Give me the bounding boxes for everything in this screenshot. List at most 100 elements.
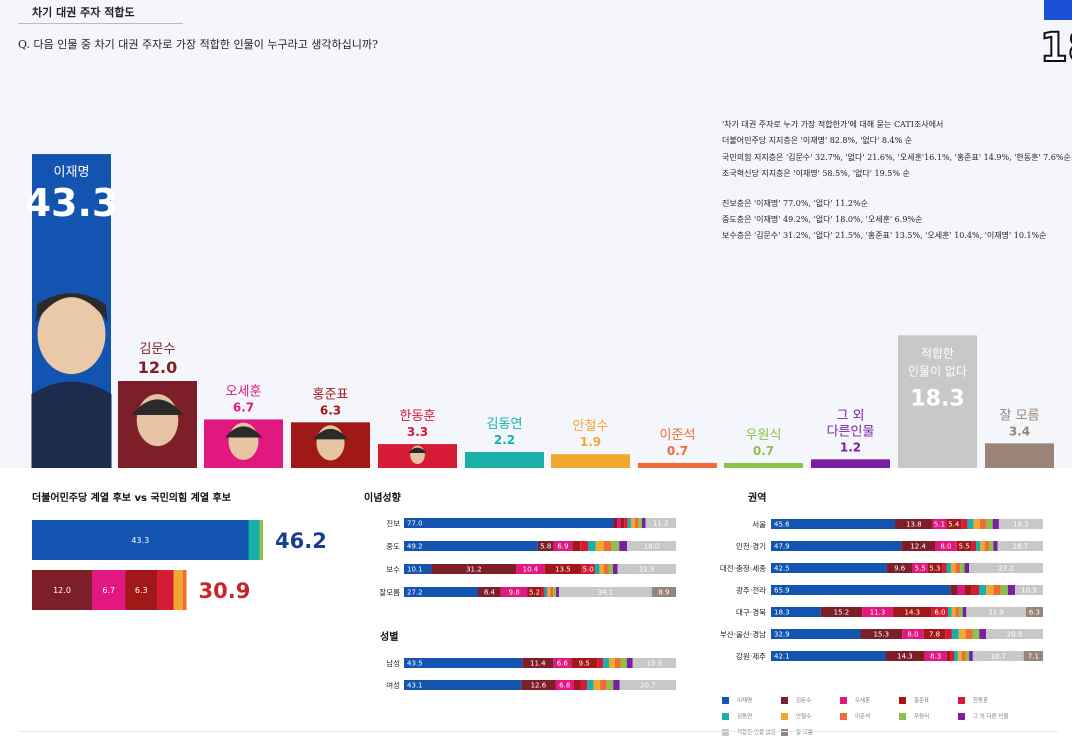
seg-label-5-1: 15.3 xyxy=(873,631,889,639)
seg-label-4-2: 11.3 xyxy=(870,609,886,617)
row-label-3: 잘모름 xyxy=(379,588,400,597)
seg-label-0-0: 45.6 xyxy=(774,521,790,529)
seg-label-0-2: 5.1 xyxy=(934,521,945,529)
bar-label-1: 김문수 xyxy=(140,342,176,357)
seg-label-2-0: 42.5 xyxy=(774,565,790,573)
seg-2-6 xyxy=(599,564,604,574)
legend-swatch xyxy=(899,712,906,720)
seg-0-2 xyxy=(932,519,947,529)
seg-label-1-0: 47.9 xyxy=(774,543,790,551)
seg-label-5-10: 20.9 xyxy=(1007,631,1023,639)
seg-6-8 xyxy=(965,651,970,661)
legend-swatch xyxy=(781,728,788,736)
seg-6-1 xyxy=(885,651,925,661)
legend-swatch xyxy=(899,696,906,704)
seg-0-2 xyxy=(553,658,572,668)
legend-item: 이재명 xyxy=(722,692,781,708)
row-label-6: 강원·제주 xyxy=(736,651,766,661)
legend-swatch xyxy=(722,728,729,736)
seg-6-2 xyxy=(924,651,947,661)
ideology-title: 이념성향 xyxy=(364,493,401,504)
seg-3-9 xyxy=(556,587,560,597)
seg-label-0-10: 16.2 xyxy=(1013,521,1029,529)
bar-value-6: 1.9 xyxy=(580,435,601,449)
seg-2-2 xyxy=(516,564,545,574)
seg-4-1 xyxy=(820,607,863,617)
seg-label-6-1: 14.3 xyxy=(897,653,913,661)
party-seg-1-1 xyxy=(92,570,126,610)
seg-2-1 xyxy=(431,564,517,574)
seg-1-0 xyxy=(771,541,902,551)
portrait-icon-4 xyxy=(408,445,427,465)
seg-3-6 xyxy=(547,587,551,597)
seg-label-0-2: 6.6 xyxy=(557,660,569,668)
seg-label-4-10: 21.9 xyxy=(988,609,1004,617)
seg-4-3 xyxy=(892,607,932,617)
bar-10 xyxy=(898,335,977,468)
seg-5-5 xyxy=(951,629,959,639)
seg-label-1-0: 49.2 xyxy=(407,543,423,551)
bar-11 xyxy=(985,443,1054,468)
seg-1-4 xyxy=(580,680,588,690)
seg-2-4 xyxy=(581,564,595,574)
seg-0-10 xyxy=(998,519,1043,529)
seg-label-1-2: 8.0 xyxy=(940,543,951,551)
seg-label-0-1: 11.4 xyxy=(530,660,546,668)
seg-1-9 xyxy=(993,541,998,551)
seg-1-0 xyxy=(404,680,522,690)
legend-item: 그 외 다른 인물 xyxy=(958,708,1017,724)
seg-label-0-10: 11.2 xyxy=(653,520,669,528)
legend-item: 안철수 xyxy=(781,708,840,724)
seg-label-4-1: 15.2 xyxy=(834,609,850,617)
seg-0-10 xyxy=(645,518,676,528)
seg-2-6 xyxy=(951,563,956,573)
bar-label-9: 그 외 xyxy=(836,408,864,423)
party-compare-chart: 43.3 46.2 12.0 6.7 6.3 30.9 xyxy=(32,520,327,610)
region-title: 권역 xyxy=(748,493,767,504)
legend-label: 우원식 xyxy=(914,714,930,720)
seg-2-7 xyxy=(603,564,609,574)
seg-3-10 xyxy=(1014,585,1043,595)
seg-1-8 xyxy=(611,541,620,551)
seg-3-2 xyxy=(500,587,528,597)
bar-label-10-2: 인물이 없다 xyxy=(908,364,967,378)
seg-6-5 xyxy=(954,651,959,661)
bar-label-0: 이재명 xyxy=(54,165,90,180)
seg-2-8 xyxy=(608,564,614,574)
seg-label-0-3: 5.4 xyxy=(948,521,960,529)
seg-0-3 xyxy=(946,519,962,529)
party-compare-title: 더불어민주당 계열 후보 vs 국민의힘 계열 후보 xyxy=(32,493,231,504)
bar-value-9: 1.2 xyxy=(840,440,861,454)
bar-label-4: 한동훈 xyxy=(400,409,436,424)
note-line: 조국혁신당 지지층은 '이재명' 58.5%, '없다' 19.5% 순 xyxy=(722,169,910,179)
seg-0-1 xyxy=(613,518,618,528)
seg-0-8 xyxy=(986,519,993,529)
seg-4-5 xyxy=(948,607,952,617)
bar-value-2: 6.7 xyxy=(233,400,254,414)
seg-label-0-3: 9.5 xyxy=(579,660,590,668)
party-total-0: 46.2 xyxy=(275,529,327,553)
seg-5-0 xyxy=(771,629,861,639)
bar-label-11: 잘 모름 xyxy=(999,408,1039,423)
row-label-0: 진보 xyxy=(386,518,400,528)
row-label-1: 여성 xyxy=(386,680,400,690)
seg-0-5 xyxy=(627,518,632,528)
bar-9 xyxy=(811,459,890,468)
row-label-2: 대전·충청·세종 xyxy=(720,563,766,573)
legend: 이재명 김문수 오세훈 홍준표 한동훈 김동연 안철수 이준석 우원식 그 외 다른 인물 적합한 … xyxy=(722,692,1062,736)
seg-3-6 xyxy=(986,585,994,595)
seg-label-2-3: 13.5 xyxy=(555,566,571,574)
party-seg-1-2 xyxy=(125,570,157,610)
seg-6-3 xyxy=(946,651,951,661)
bar-label-8: 우원식 xyxy=(746,428,782,443)
seg-2-4 xyxy=(942,563,947,573)
seg-0-9 xyxy=(641,518,646,528)
seg-3-8 xyxy=(553,587,557,597)
seg-1-9 xyxy=(613,680,620,690)
seg-3-7 xyxy=(993,585,1001,595)
seg-1-1 xyxy=(521,680,556,690)
seg-6-11 xyxy=(1023,651,1043,661)
seg-0-3 xyxy=(620,518,625,528)
seg-6-10 xyxy=(972,651,1024,661)
gender-chart: 남성 43.5 11.4 6.6 9.5 15.9 여성 43.1 12.6 6.8 20.7 xyxy=(386,658,676,690)
